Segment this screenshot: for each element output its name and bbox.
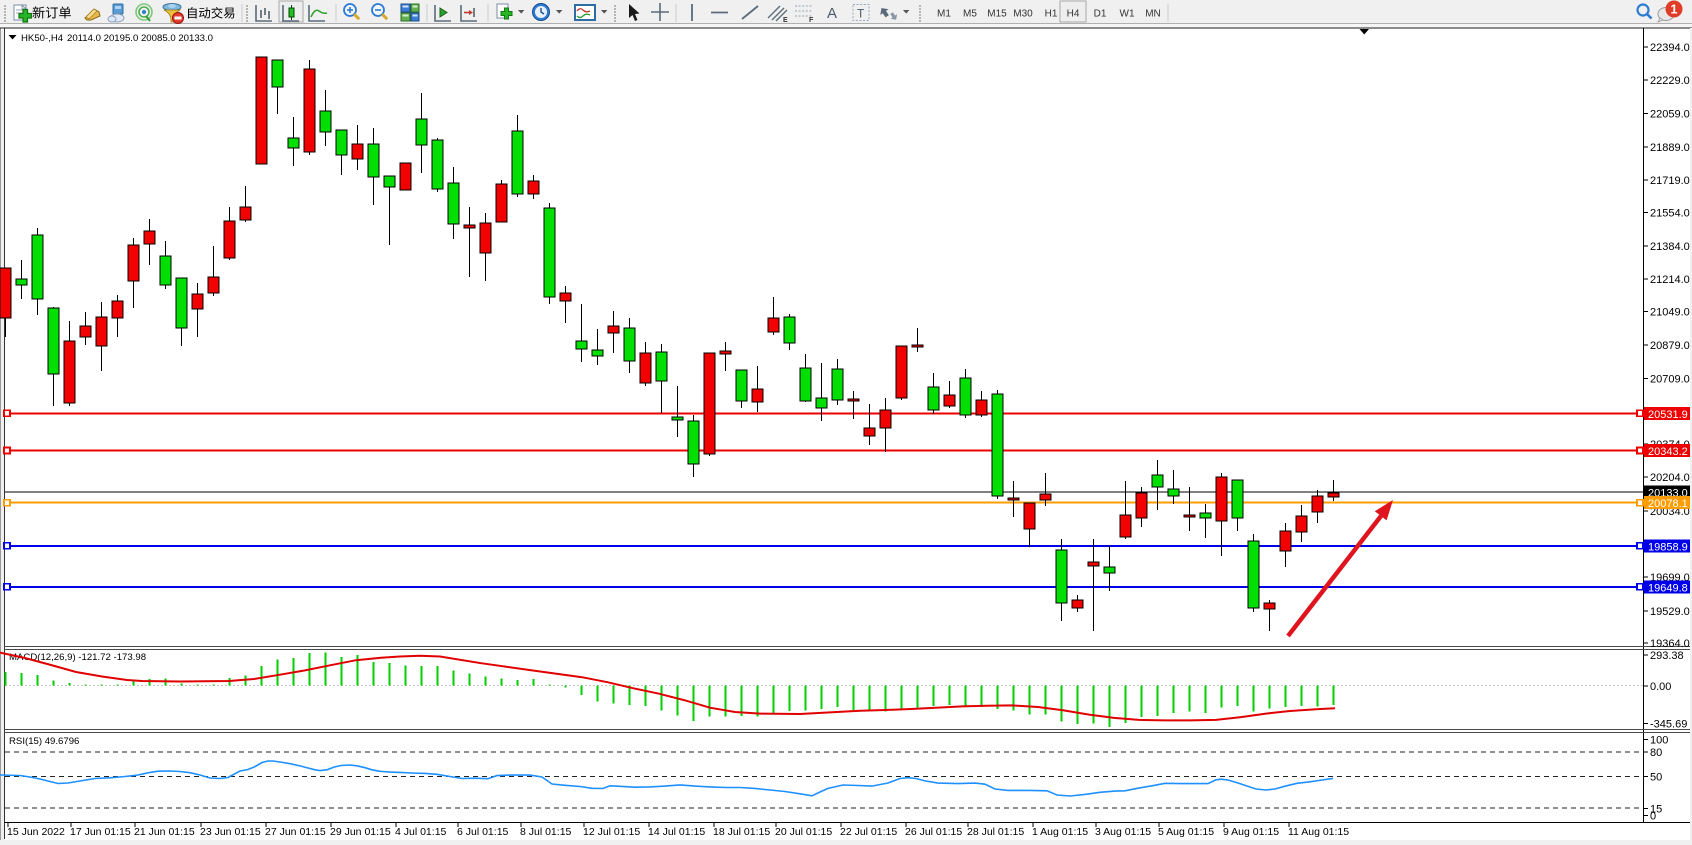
svg-text:19858.9: 19858.9 xyxy=(1648,541,1688,553)
svg-text:A: A xyxy=(827,5,837,22)
svg-text:M5: M5 xyxy=(963,9,977,20)
svg-text:23 Jun 01:15: 23 Jun 01:15 xyxy=(200,826,261,838)
svg-text:M1: M1 xyxy=(937,9,951,20)
svg-text:6 Jul 01:15: 6 Jul 01:15 xyxy=(457,826,509,838)
svg-text:20343.2: 20343.2 xyxy=(1648,446,1688,458)
svg-text:19529.0: 19529.0 xyxy=(1650,606,1690,618)
svg-text:E: E xyxy=(783,17,788,24)
svg-text:15 Jun 2022: 15 Jun 2022 xyxy=(7,826,65,838)
svg-text:9 Aug 01:15: 9 Aug 01:15 xyxy=(1223,826,1279,838)
svg-text:8 Jul 01:15: 8 Jul 01:15 xyxy=(520,826,572,838)
svg-text:28 Jul 01:15: 28 Jul 01:15 xyxy=(967,826,1024,838)
svg-text:3 Aug 01:15: 3 Aug 01:15 xyxy=(1095,826,1151,838)
svg-text:T: T xyxy=(857,7,865,21)
svg-text:29 Jun 01:15: 29 Jun 01:15 xyxy=(330,826,391,838)
svg-text:22229.0: 22229.0 xyxy=(1650,75,1690,87)
svg-text:18 Jul 01:15: 18 Jul 01:15 xyxy=(713,826,770,838)
svg-text:5 Aug 01:15: 5 Aug 01:15 xyxy=(1158,826,1214,838)
svg-text:27 Jun 01:15: 27 Jun 01:15 xyxy=(265,826,326,838)
svg-text:22059.0: 22059.0 xyxy=(1650,109,1690,121)
svg-text:D1: D1 xyxy=(1094,9,1107,20)
svg-text:100: 100 xyxy=(1650,735,1668,747)
svg-text:11 Aug 01:15: 11 Aug 01:15 xyxy=(1288,826,1349,838)
svg-text:H4: H4 xyxy=(1067,9,1080,20)
svg-text:0.00: 0.00 xyxy=(1650,681,1671,693)
svg-text:20078.1: 20078.1 xyxy=(1648,498,1688,510)
svg-text:21 Jun 01:15: 21 Jun 01:15 xyxy=(134,826,195,838)
svg-text:1 Aug 01:15: 1 Aug 01:15 xyxy=(1032,826,1088,838)
svg-text:14 Jul 01:15: 14 Jul 01:15 xyxy=(648,826,705,838)
svg-text:MN: MN xyxy=(1145,9,1161,20)
svg-text:293.38: 293.38 xyxy=(1650,650,1684,662)
svg-text:26 Jul 01:15: 26 Jul 01:15 xyxy=(905,826,962,838)
svg-text:21719.0: 21719.0 xyxy=(1650,175,1690,187)
svg-text:20114.0 20195.0 20085.0 20133.: 20114.0 20195.0 20085.0 20133.0 xyxy=(67,33,213,44)
svg-text:F: F xyxy=(809,17,814,24)
svg-text:20879.0: 20879.0 xyxy=(1650,340,1690,352)
svg-text:M30: M30 xyxy=(1013,9,1033,20)
svg-text:21554.0: 21554.0 xyxy=(1650,208,1690,220)
svg-text:17 Jun 01:15: 17 Jun 01:15 xyxy=(70,826,131,838)
svg-text:-345.69: -345.69 xyxy=(1650,719,1687,731)
svg-text:W1: W1 xyxy=(1120,9,1135,20)
svg-text:RSI(15) 49.6796: RSI(15) 49.6796 xyxy=(9,736,79,747)
svg-text:21889.0: 21889.0 xyxy=(1650,142,1690,154)
svg-text:H1: H1 xyxy=(1045,9,1058,20)
svg-text:15: 15 xyxy=(1650,804,1662,816)
svg-text:20204.0: 20204.0 xyxy=(1650,472,1690,484)
svg-text:21049.0: 21049.0 xyxy=(1650,307,1690,319)
svg-text:80: 80 xyxy=(1650,747,1662,759)
svg-text:50: 50 xyxy=(1650,772,1662,784)
svg-text:20 Jul 01:15: 20 Jul 01:15 xyxy=(775,826,832,838)
svg-text:22394.0: 22394.0 xyxy=(1650,42,1690,54)
svg-text:0: 0 xyxy=(1650,811,1656,823)
svg-text:20531.9: 20531.9 xyxy=(1648,409,1688,421)
svg-text:21214.0: 21214.0 xyxy=(1650,274,1690,286)
svg-text:22 Jul 01:15: 22 Jul 01:15 xyxy=(840,826,897,838)
svg-text:21384.0: 21384.0 xyxy=(1650,241,1690,253)
svg-text:HK50-,H4: HK50-,H4 xyxy=(21,33,64,44)
svg-text:19649.8: 19649.8 xyxy=(1648,582,1688,594)
svg-text:19364.0: 19364.0 xyxy=(1650,638,1690,650)
svg-text:20709.0: 20709.0 xyxy=(1650,374,1690,386)
svg-text:1: 1 xyxy=(1671,3,1678,17)
svg-text:M15: M15 xyxy=(987,9,1007,20)
svg-text:12 Jul 01:15: 12 Jul 01:15 xyxy=(583,826,640,838)
svg-text:MACD(12,26,9) -121.72 -173.98: MACD(12,26,9) -121.72 -173.98 xyxy=(9,652,146,663)
svg-text:4 Jul 01:15: 4 Jul 01:15 xyxy=(395,826,447,838)
